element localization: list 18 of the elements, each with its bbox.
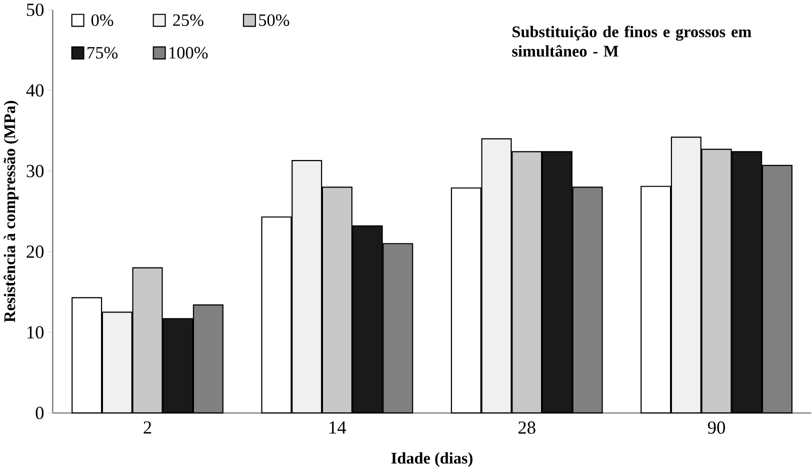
- x-axis-title: Idade (dias): [391, 452, 472, 468]
- y-tick-label: 50: [26, 4, 44, 16]
- legend-label: 25%: [173, 14, 204, 26]
- text: Substituição de finos e grossos em simultâneo - M: [512, 26, 752, 57]
- y-axis-title: Resistência à compressão (MPa): [4, 101, 18, 323]
- y-tick-label: 10: [28, 326, 44, 339]
- x-tick-label: 28: [518, 422, 536, 434]
- legend-label: 50%: [259, 14, 290, 26]
- y-tick-label: 40: [26, 84, 44, 97]
- y-tick-label: 20: [26, 246, 44, 258]
- x-tick-label: 90: [708, 422, 726, 434]
- legend-label: 75%: [88, 47, 118, 59]
- y-tick-label: 30: [26, 165, 44, 178]
- x-tick-label: 14: [330, 422, 346, 434]
- legend-label: 0%: [91, 14, 114, 26]
- legend-label: 100%: [169, 47, 208, 59]
- y-tick-label: 0: [36, 406, 44, 420]
- x-tick-label: 2: [144, 422, 152, 434]
